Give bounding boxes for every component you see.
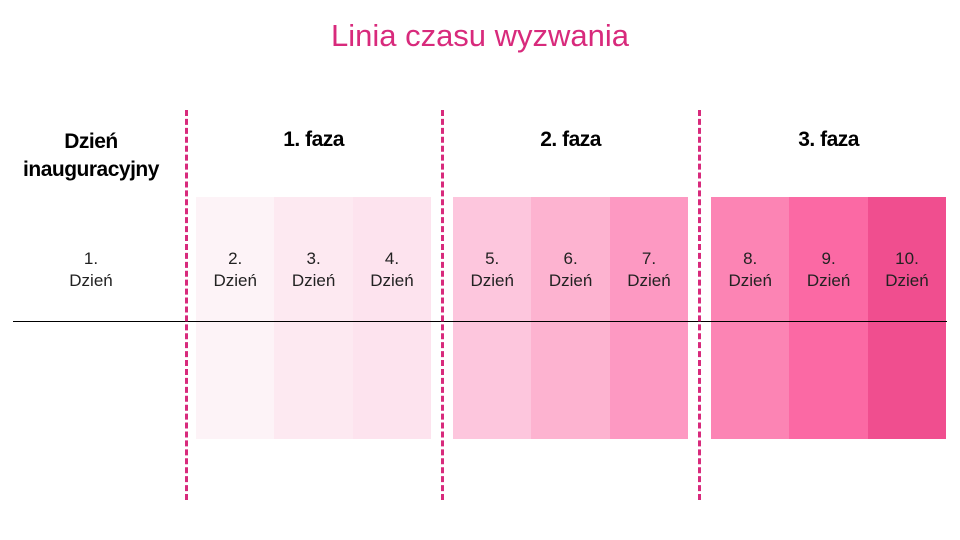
day-label: 4. Dzień	[353, 248, 431, 292]
day-text: Dzień	[370, 271, 414, 290]
day-label: 2. Dzień	[196, 248, 274, 292]
phase-divider	[185, 110, 188, 500]
day-number: 9.	[821, 249, 836, 268]
day-text: Dzień	[728, 271, 772, 290]
day-cell	[453, 197, 532, 439]
day-cell	[867, 197, 947, 439]
day-number: 6.	[563, 249, 578, 268]
day-cell	[531, 197, 610, 439]
day-label: 3. Dzień	[274, 248, 352, 292]
day-number: 1.	[83, 249, 99, 268]
day-text: Dzień	[291, 271, 336, 290]
phase-divider	[441, 110, 444, 500]
day-number: 2.	[228, 249, 243, 268]
day-text: Dzień	[548, 271, 593, 290]
day-cell	[711, 197, 790, 439]
day-text: Dzień	[69, 271, 113, 290]
day-text: Dzień	[213, 271, 257, 290]
day-text: Dzień	[627, 271, 671, 290]
day-text: Dzień	[806, 271, 851, 290]
day-cell	[609, 197, 689, 439]
day-label: 6. Dzień	[531, 248, 609, 292]
day-cell	[196, 197, 275, 439]
day-text: Dzień	[470, 271, 514, 290]
day-text: Dzień	[885, 271, 929, 290]
day-label: 9. Dzień	[789, 248, 867, 292]
day-number: 7.	[641, 249, 657, 268]
day-label: 5. Dzień	[453, 248, 531, 292]
day-number: 4.	[384, 249, 400, 268]
phase-divider	[698, 110, 701, 500]
column-header: 1. faza	[283, 128, 344, 151]
day-number: 8.	[743, 249, 758, 268]
day-label: 7. Dzień	[610, 248, 688, 292]
day-label: 1. Dzień	[13, 248, 169, 292]
timeline-axis	[13, 321, 947, 322]
day-cell	[274, 197, 353, 439]
title: Linia czasu wyzwania	[330, 18, 630, 53]
column-header: 3. faza	[798, 128, 859, 151]
day-label: 10. Dzień	[868, 248, 946, 292]
day-number: 5.	[485, 249, 500, 268]
day-number: 10.	[895, 249, 919, 268]
day-label: 8. Dzień	[711, 248, 789, 292]
day-cell	[352, 197, 432, 439]
column-header: 2. faza	[540, 128, 601, 151]
day-cell	[789, 197, 868, 439]
day-number: 3.	[306, 249, 321, 268]
column-header: Dzień inauguracyjny	[23, 130, 159, 181]
